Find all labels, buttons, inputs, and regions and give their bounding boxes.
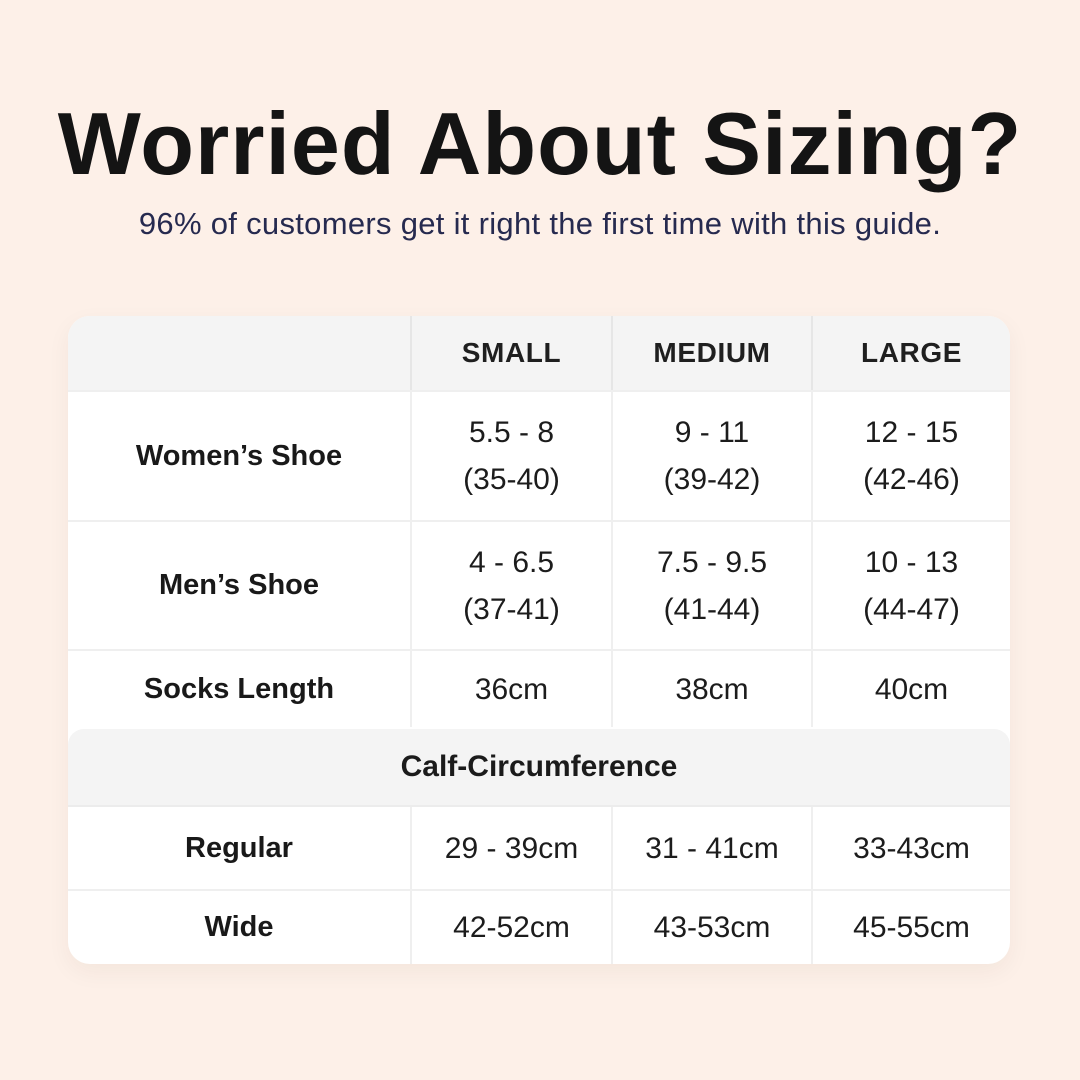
table-row-wide: Wide 42-52cm 43-53cm 45-55cm [68, 889, 1010, 964]
row-label: Socks Length [143, 672, 335, 705]
table-cell: 45-55cm [811, 891, 1010, 964]
table-row-mens-shoe: Men’s Shoe 4 - 6.5 (37-41) 7.5 - 9.5 (41… [68, 520, 1010, 649]
table-header-row: SMALL MEDIUM LARGE [68, 316, 1010, 390]
cell-line: 7.5 - 9.5 [656, 545, 768, 579]
table-cell: 29 - 39cm [410, 807, 611, 889]
cell-line: (37-41) [463, 592, 560, 626]
page-title: Worried About Sizing? [57, 94, 1023, 193]
cell-line: 5.5 - 8 [468, 416, 555, 449]
hero-section: Worried About Sizing? 96% of customers g… [0, 0, 1080, 242]
cell-line: (39-42) [663, 463, 761, 496]
cell-line: 31 - 41cm [645, 831, 779, 865]
table-cell: 10 - 13 (44-47) [811, 522, 1010, 649]
row-label: Wide [204, 911, 274, 943]
table-row-regular: Regular 29 - 39cm 31 - 41cm 33-43cm [68, 805, 1010, 889]
cell-line: 40cm [874, 672, 949, 706]
cell-line: 33-43cm [853, 831, 970, 865]
table-cell: 33-43cm [811, 807, 1010, 889]
cell-line: (35-40) [463, 463, 560, 496]
cell-line: (42-46) [863, 463, 960, 496]
table-cell: 4 - 6.5 (37-41) [410, 522, 611, 649]
section-header-calf-circumference: Calf-Circumference [68, 729, 1010, 805]
size-guide-table: SMALL MEDIUM LARGE Women’s Shoe 5.5 - 8 … [68, 316, 1010, 964]
table-header-empty [68, 316, 410, 390]
cell-line: (44-47) [863, 592, 960, 626]
table-cell: 38cm [611, 651, 811, 727]
table-cell: 7.5 - 9.5 (41-44) [611, 522, 811, 649]
cell-line: 45-55cm [853, 911, 970, 944]
row-label: Women’s Shoe [135, 439, 343, 472]
table-cell: 5.5 - 8 (35-40) [410, 392, 611, 520]
cell-line: 42-52cm [453, 911, 570, 944]
table-cell: 43-53cm [611, 891, 811, 964]
table-cell: 36cm [410, 651, 611, 727]
row-label: Men’s Shoe [158, 569, 320, 601]
table-header-large: LARGE [811, 316, 1010, 390]
table-row-socks-length: Socks Length 36cm 38cm 40cm [68, 649, 1010, 727]
cell-line: 12 - 15 [864, 416, 959, 449]
cell-line: 36cm [474, 672, 549, 706]
table-cell: 9 - 11 (39-42) [611, 392, 811, 520]
cell-line: 43-53cm [653, 911, 771, 944]
table-cell: 40cm [811, 651, 1010, 727]
table-header-small: SMALL [410, 316, 611, 390]
cell-line: 10 - 13 [864, 545, 959, 579]
table-header-medium: MEDIUM [611, 316, 811, 390]
page-subtitle: 96% of customers get it right the first … [138, 206, 942, 242]
cell-line: 4 - 6.5 [468, 545, 555, 579]
cell-line: 9 - 11 [674, 416, 750, 449]
row-label: Regular [185, 831, 293, 864]
table-row-womens-shoe: Women’s Shoe 5.5 - 8 (35-40) 9 - 11 (39-… [68, 390, 1010, 520]
cell-line: 38cm [675, 672, 749, 706]
cell-line: (41-44) [663, 592, 761, 626]
table-cell: 31 - 41cm [611, 807, 811, 889]
table-cell: 12 - 15 (42-46) [811, 392, 1010, 520]
table-cell: 42-52cm [410, 891, 611, 964]
cell-line: 29 - 39cm [444, 831, 579, 865]
